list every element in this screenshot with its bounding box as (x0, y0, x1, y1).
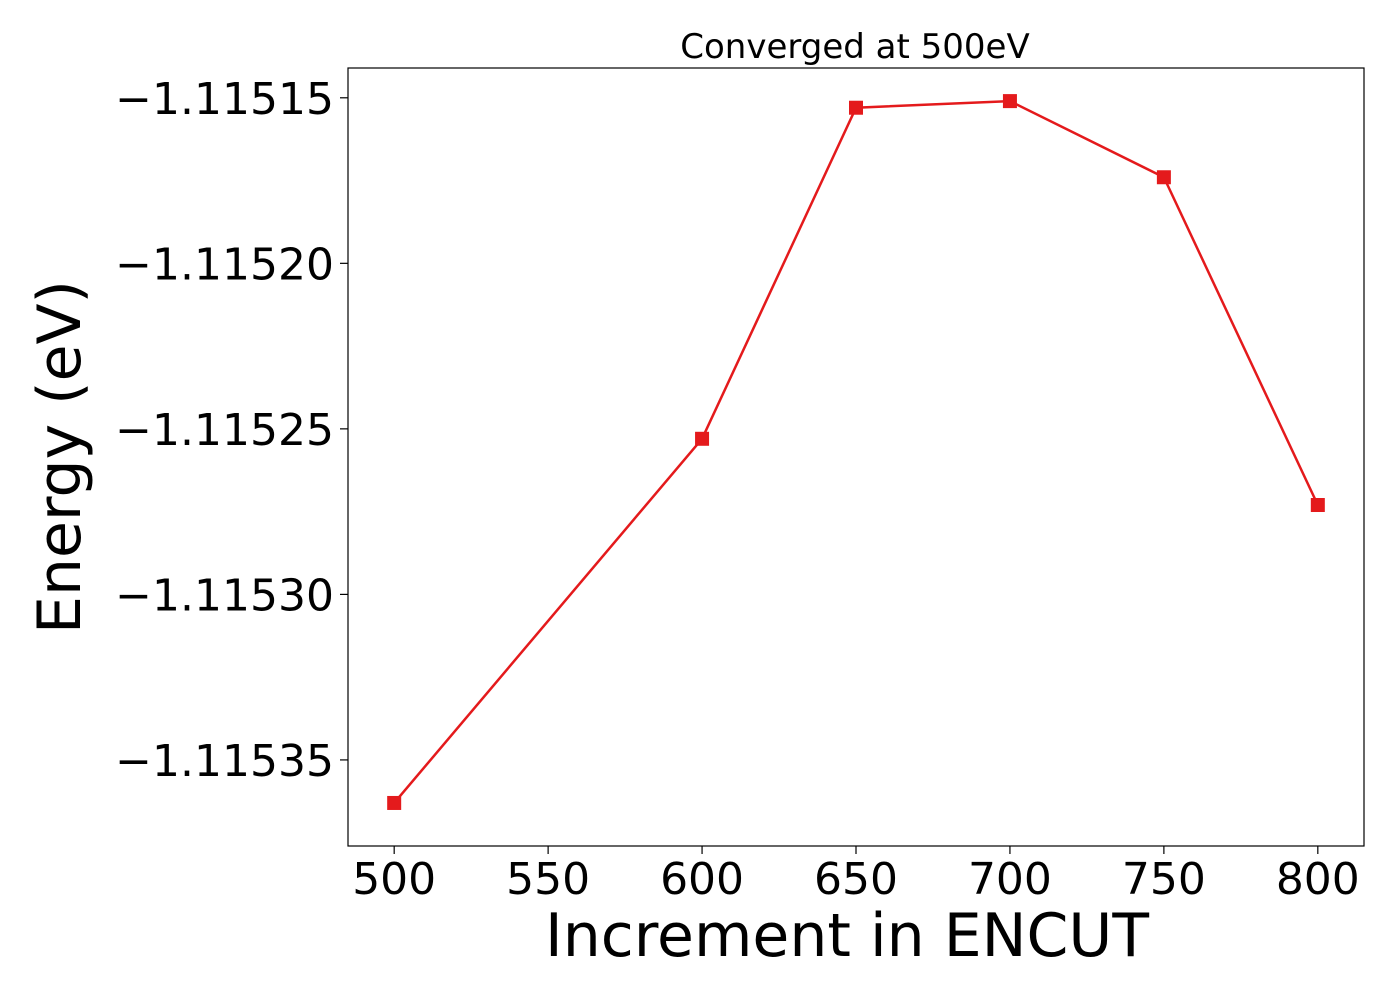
series-line (393, 99, 1319, 804)
y-tick-label: −1.11525 (115, 405, 334, 456)
y-tick-label: −1.11535 (115, 736, 334, 787)
plot-area-frame (347, 67, 1365, 847)
data-point-marker (1002, 94, 1017, 109)
y-axis-label: Energy (eV) (25, 280, 95, 634)
data-point-marker (849, 100, 863, 115)
x-tick-label: 750 (1122, 854, 1206, 905)
series-layer (387, 94, 1325, 810)
data-point-marker (387, 795, 402, 810)
data-point-marker (1156, 170, 1171, 185)
x-tick-label: 650 (814, 854, 898, 905)
x-axis-ticks: 500 550 600 650 700 750 800 (352, 846, 1360, 905)
x-axis-label: Increment in ENCUT (545, 901, 1149, 971)
y-axis-ticks: −1.11515 −1.11520 −1.11525 −1.11530 −1.11535 (115, 74, 348, 787)
chart-title: Converged at 500eV (680, 27, 1029, 67)
y-tick-label: −1.11515 (115, 74, 334, 125)
x-tick-label: 600 (660, 854, 744, 905)
y-tick-label: −1.11530 (115, 570, 334, 621)
y-tick-label: −1.11520 (115, 239, 334, 290)
data-point-marker (1310, 498, 1325, 513)
x-tick-label: 700 (968, 854, 1052, 905)
data-point-marker (695, 431, 710, 446)
x-tick-label: 500 (352, 854, 436, 905)
x-tick-label: 800 (1276, 854, 1360, 905)
x-tick-label: 550 (506, 854, 590, 905)
